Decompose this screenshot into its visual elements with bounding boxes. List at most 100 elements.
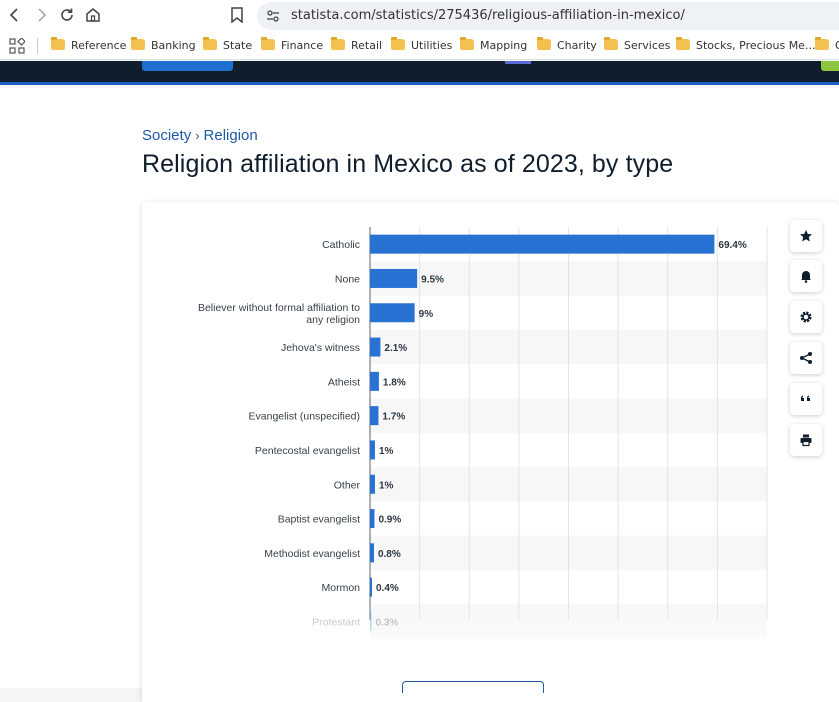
bar: [370, 303, 415, 323]
home-icon[interactable]: [84, 6, 102, 24]
main-content: Society › Religion Religion affiliation in…: [0, 88, 839, 702]
bookmark-stocks[interactable]: Stocks, Precious Me...: [676, 37, 816, 55]
folder-icon: [51, 37, 65, 50]
share-button[interactable]: [790, 342, 822, 374]
bookmark-retail[interactable]: Retail: [331, 37, 383, 55]
bar: [370, 406, 379, 426]
value-label: 1.8%: [383, 377, 406, 388]
folder-icon: [331, 37, 345, 50]
value-label: 0.9%: [378, 515, 401, 526]
bar: [370, 234, 715, 254]
favorite-button[interactable]: [790, 220, 822, 252]
print-icon: [800, 434, 812, 447]
settings-button[interactable]: [790, 301, 822, 333]
value-label: 0.8%: [378, 549, 401, 560]
bar-chart: Catholic 69.4% None 9.5% Believer without fo…: [142, 227, 839, 702]
bookmark-utilities[interactable]: Utilities: [391, 37, 453, 55]
page-title: Religion affiliation in Mexico as of 202…: [142, 150, 674, 178]
bookmark-label: Banking: [151, 39, 196, 52]
star-icon: [800, 230, 812, 242]
bookmark-label: Mapping: [480, 39, 528, 52]
bell-icon: [801, 271, 811, 283]
site-settings-icon[interactable]: [265, 8, 281, 24]
breadcrumb: Society › Religion: [142, 127, 258, 144]
bar: [370, 337, 381, 357]
gear-icon: [800, 311, 812, 323]
notification-button[interactable]: [790, 260, 822, 292]
folder-icon: [815, 37, 829, 50]
folder-icon: [604, 37, 618, 50]
forward-icon[interactable]: [32, 6, 50, 24]
bookmark-label: Charity: [557, 39, 597, 52]
category-label: Atheist: [328, 376, 360, 388]
folder-icon: [391, 37, 405, 50]
back-icon[interactable]: [6, 6, 24, 24]
share-icon: [800, 352, 812, 364]
bar: [370, 440, 375, 460]
bar: [370, 543, 374, 563]
breadcrumb-religion[interactable]: Religion: [203, 127, 258, 144]
bookmark-reference[interactable]: Reference: [51, 37, 126, 55]
folder-icon: [131, 37, 145, 50]
value-label: 2.1%: [384, 343, 407, 354]
bookmark-label: Utilities: [411, 39, 453, 52]
category-label: Believer without formal affiliation to an…: [198, 302, 360, 326]
category-label: Baptist evangelist: [278, 514, 360, 526]
bookmarks-bar: Reference Banking State Finance Retail U…: [0, 32, 839, 60]
bookmark-charity[interactable]: Charity: [537, 37, 597, 55]
url-text: statista.com/statistics/275436/religious…: [291, 8, 685, 23]
value-label: 9.5%: [421, 274, 444, 285]
bookmark-label: Retail: [351, 39, 383, 52]
header-indicator: [505, 61, 531, 64]
header-button[interactable]: [142, 61, 233, 71]
folder-icon: [676, 37, 690, 50]
header-green-button[interactable]: [821, 61, 839, 71]
category-label: Mormon: [321, 582, 360, 594]
category-label: Methodist evangelist: [264, 548, 360, 560]
address-bar[interactable]: statista.com/statistics/275436/religious…: [257, 2, 839, 30]
value-label: 1%: [379, 480, 394, 491]
bar: [370, 371, 379, 391]
value-label: 0.4%: [376, 583, 399, 594]
value-label: 1.7%: [382, 412, 405, 423]
category-label: Jehova's witness: [281, 342, 360, 354]
bookmark-label: Stocks, Precious Me...: [696, 39, 816, 52]
bookmark-icon[interactable]: [230, 7, 244, 24]
value-label: 69.4%: [718, 240, 746, 251]
bookmark-label: O: [835, 39, 839, 52]
folder-icon: [203, 37, 217, 50]
breadcrumb-society[interactable]: Society: [142, 127, 192, 144]
bookmark-label: Services: [624, 39, 671, 52]
category-label: Evangelist (unspecified): [249, 411, 360, 423]
folder-icon: [537, 37, 551, 50]
folder-icon: [460, 37, 474, 50]
apps-grid-icon[interactable]: [9, 37, 26, 54]
bookmark-mapping[interactable]: Mapping: [460, 37, 528, 55]
breadcrumb-separator: ›: [195, 128, 200, 143]
browser-toolbar: statista.com/statistics/275436/religious…: [0, 0, 839, 32]
bookmark-services[interactable]: Services: [604, 37, 671, 55]
category-label: Catholic: [322, 239, 360, 251]
bar: [370, 509, 375, 529]
folder-icon: [261, 37, 275, 50]
category-label: None: [335, 273, 360, 285]
reload-icon[interactable]: [58, 6, 76, 24]
bookmark-banking[interactable]: Banking: [131, 37, 196, 55]
bookmark-finance[interactable]: Finance: [261, 37, 323, 55]
statistic-action-button[interactable]: [402, 681, 544, 693]
value-label: 9%: [419, 309, 434, 320]
chart-card: Catholic 69.4% None 9.5% Believer without fo…: [142, 202, 839, 702]
bookmark-state[interactable]: State: [203, 37, 252, 55]
bar: [370, 268, 418, 288]
site-header: [0, 61, 839, 85]
bookmark-overflow[interactable]: O: [815, 37, 839, 55]
print-button[interactable]: [790, 424, 822, 456]
quote-icon: [801, 395, 810, 401]
value-label: 1%: [379, 446, 394, 457]
category-label: Other: [334, 479, 361, 491]
cite-button[interactable]: [790, 383, 822, 415]
category-label: Pentecostal evangelist: [255, 445, 360, 457]
bookmarks-separator: [37, 38, 38, 54]
bar: [370, 577, 372, 597]
bar: [370, 474, 375, 494]
